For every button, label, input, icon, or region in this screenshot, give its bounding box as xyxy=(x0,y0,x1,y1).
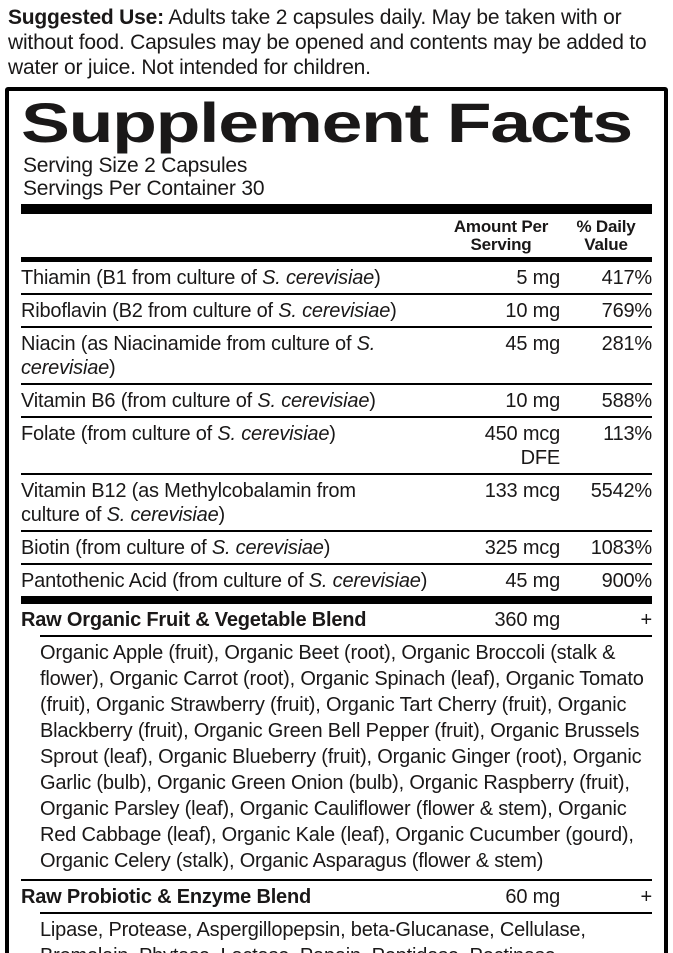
serving-info: Serving Size 2 Capsules Servings Per Con… xyxy=(23,154,652,200)
nutrient-dv: 1083% xyxy=(590,537,652,559)
nutrient-name: Vitamin B12 (as Methylcobalamin from cul… xyxy=(21,480,356,526)
blend-amount: 360 mg xyxy=(494,609,560,631)
header-divider xyxy=(21,257,652,262)
nutrient-amount: 133 mcg xyxy=(484,480,561,502)
blend-divider xyxy=(40,635,652,637)
panel-title: Supplement Facts xyxy=(21,91,633,154)
nutrient-dv: 5542% xyxy=(590,480,652,502)
section-divider xyxy=(21,879,652,881)
nutrient-name: Pantothenic Acid (from culture of S. cer… xyxy=(21,570,428,592)
nutrient-amount: 45 mg xyxy=(505,333,560,355)
blend-divider xyxy=(40,912,652,914)
blend-amount: 60 mg xyxy=(505,886,560,908)
nutrient-row: Folate (from culture of S. cerevisiae) 4… xyxy=(21,416,652,473)
percent-daily-value-header: % Daily Value xyxy=(576,217,636,254)
nutrient-amount: 10 mg xyxy=(505,390,560,412)
nutrient-dv: 769% xyxy=(601,300,653,322)
blend-name: Raw Probiotic & Enzyme Blend xyxy=(21,886,312,908)
nutrient-dv: 417% xyxy=(601,267,653,289)
nutrient-name: Vitamin B6 (from culture of S. cerevisia… xyxy=(21,390,376,412)
supplement-facts-panel: Supplement Facts Serving Size 2 Capsules… xyxy=(5,87,668,953)
nutrient-dv: 281% xyxy=(601,333,653,355)
nutrient-dv: 588% xyxy=(601,390,653,412)
nutrient-row: Pantothenic Acid (from culture of S. cer… xyxy=(21,563,652,596)
blend-name: Raw Organic Fruit & Vegetable Blend xyxy=(21,609,367,631)
nutrient-amount: 5 mg xyxy=(516,267,560,289)
nutrient-amount: 45 mg xyxy=(505,570,560,592)
nutrient-name: Riboflavin (B2 from culture of S. cerevi… xyxy=(21,300,397,322)
nutrient-name: Thiamin (B1 from culture of S. cerevisia… xyxy=(21,267,381,289)
serving-size: Serving Size 2 Capsules xyxy=(23,154,248,177)
nutrient-amount: 450 mcg DFE xyxy=(484,423,561,469)
amount-per-serving-header: Amount Per Serving xyxy=(453,217,549,254)
nutrient-rows: Thiamin (B1 from culture of S. cerevisia… xyxy=(21,262,652,596)
blend-ingredients-probiotic-enzyme: Lipase, Protease, Aspergillopepsin, beta… xyxy=(40,919,586,953)
nutrient-amount: 325 mcg xyxy=(484,537,561,559)
nutrient-row: Vitamin B6 (from culture of S. cerevisia… xyxy=(21,383,652,416)
servings-per-container: Servings Per Container 30 xyxy=(23,177,265,200)
blend-dv: + xyxy=(640,609,653,631)
nutrient-row: Thiamin (B1 from culture of S. cerevisia… xyxy=(21,262,652,293)
blend-row-probiotic-enzyme: Raw Probiotic & Enzyme Blend 60 mg + xyxy=(21,881,652,912)
nutrient-dv: 113% xyxy=(603,423,652,445)
nutrient-dv: 900% xyxy=(601,570,653,592)
nutrient-amount: 10 mg xyxy=(505,300,560,322)
nutrient-row: Riboflavin (B2 from culture of S. cerevi… xyxy=(21,293,652,326)
nutrient-row: Biotin (from culture of S. cerevisiae) 3… xyxy=(21,530,652,563)
suggested-use-text: Suggested Use: Adults take 2 capsules da… xyxy=(8,5,666,80)
blend-row-fruit-vegetable: Raw Organic Fruit & Vegetable Blend 360 … xyxy=(21,604,652,635)
nutrient-row: Vitamin B12 (as Methylcobalamin from cul… xyxy=(21,473,652,530)
nutrient-row: Niacin (as Niacinamide from culture of S… xyxy=(21,326,652,383)
blend-ingredients-fruit-vegetable: Organic Apple (fruit), Organic Beet (roo… xyxy=(40,642,644,872)
blend-dv: + xyxy=(640,886,653,908)
column-headers: Amount Per Serving % Daily Value xyxy=(21,214,652,257)
suggested-use-label: Suggested Use: xyxy=(8,6,164,29)
nutrient-name: Niacin (as Niacinamide from culture of S… xyxy=(21,333,376,379)
suggested-use-body: Adults take 2 capsules daily. May be tak… xyxy=(8,6,647,79)
nutrient-name: Folate (from culture of S. cerevisiae) xyxy=(21,423,336,445)
thick-divider-top xyxy=(21,204,652,214)
thick-divider-blends xyxy=(21,596,652,604)
nutrient-name: Biotin (from culture of S. cerevisiae) xyxy=(21,537,331,559)
